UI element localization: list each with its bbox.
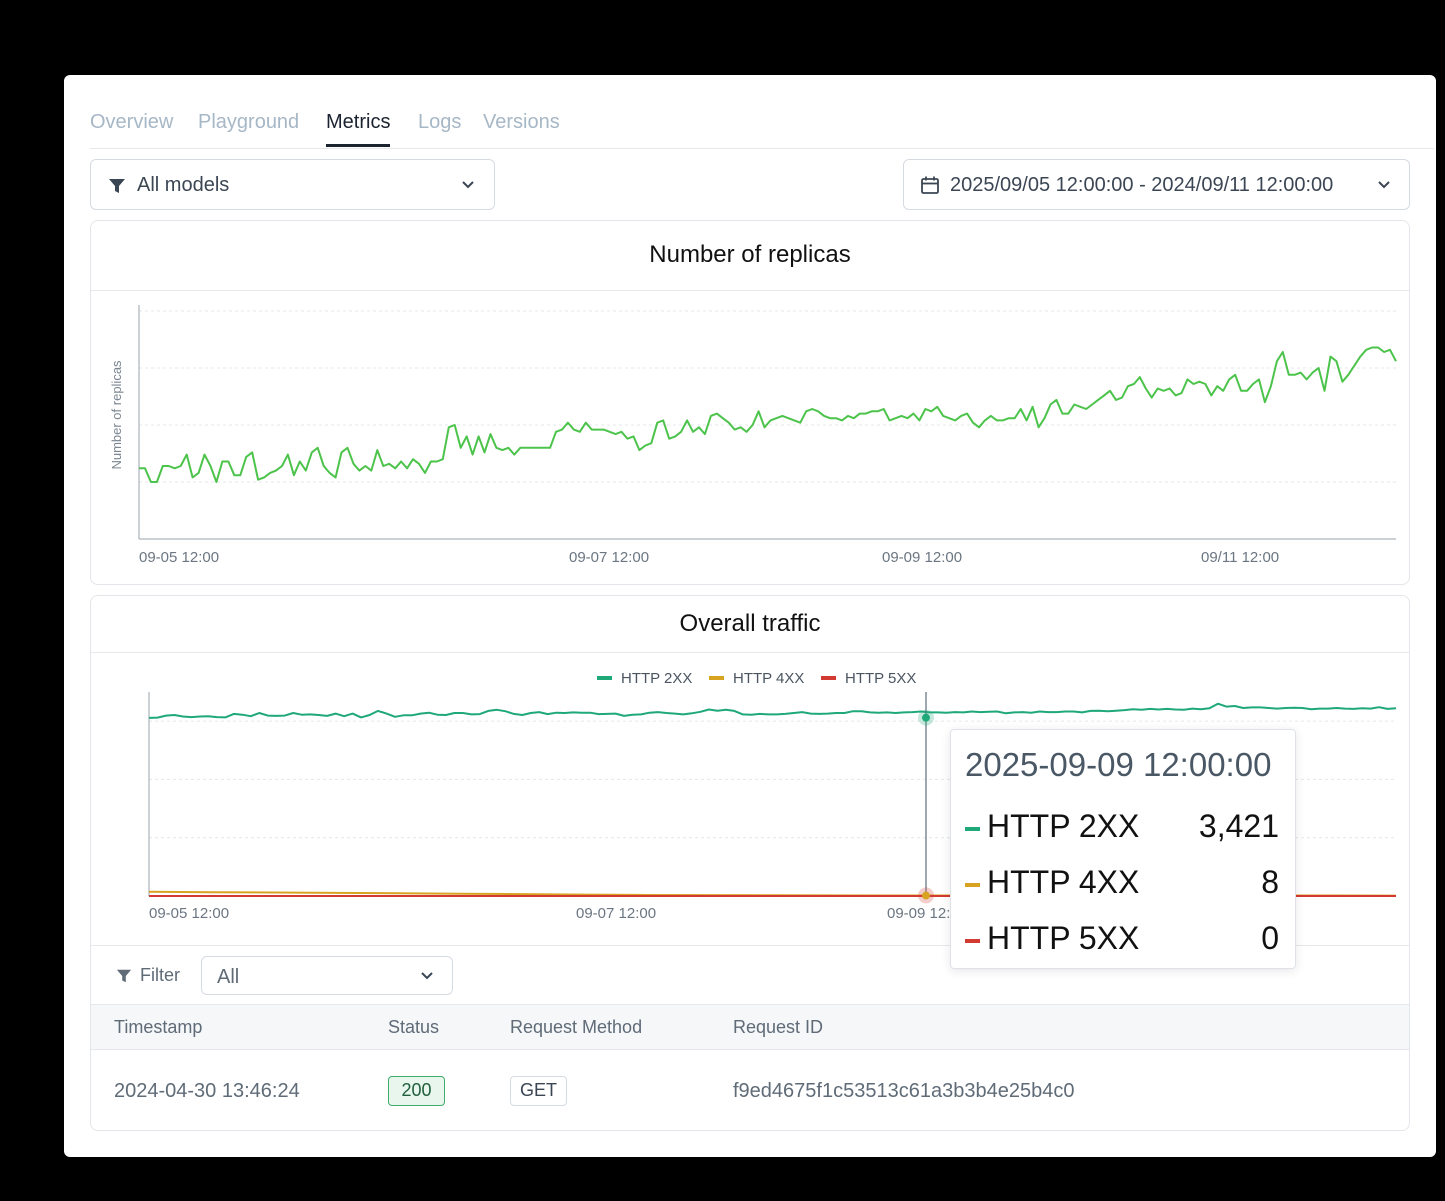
- tooltip-series-value: 0: [1261, 920, 1279, 956]
- log-filter-select[interactable]: All: [201, 956, 453, 995]
- chevron-down-icon: [1378, 181, 1390, 189]
- traffic-panel-title: Overall traffic: [679, 610, 821, 637]
- replicas-series-line: [139, 346, 1397, 483]
- calendar-icon: [921, 176, 939, 194]
- filter-icon: [116, 969, 132, 983]
- legend-swatch: [709, 675, 724, 680]
- tooltip-row-http4xx: HTTP 4XX 8: [965, 864, 1279, 904]
- x-tick-label: 09-05 12:00: [149, 905, 229, 922]
- log-filter-value: All: [217, 966, 240, 988]
- row-timestamp: 2024-04-30 13:46:24: [114, 1080, 300, 1102]
- tooltip-series-value: 3,421: [1198, 808, 1279, 844]
- legend-item-http4xx[interactable]: HTTP 4XX: [709, 670, 804, 687]
- status-badge: 200: [388, 1076, 445, 1106]
- legend-swatch: [821, 675, 836, 680]
- tooltip-row-http2xx: HTTP 2XX 3,421: [965, 808, 1279, 848]
- column-header-request-method[interactable]: Request Method: [510, 1017, 643, 1037]
- tooltip-row-http5xx: HTTP 5XX 0: [965, 920, 1279, 960]
- chevron-down-icon: [462, 181, 474, 189]
- traffic-tooltip: 2025-09-09 12:00:00 HTTP 2XX 3,421 HTTP …: [950, 729, 1296, 969]
- log-filter-label: Filter: [140, 965, 180, 985]
- tab-overview[interactable]: Overview: [90, 111, 174, 133]
- divider: [91, 290, 1409, 291]
- chevron-down-icon: [421, 972, 433, 980]
- tab-versions[interactable]: Versions: [483, 111, 560, 133]
- table-header: Timestamp Status Request Method Request …: [91, 1004, 1409, 1050]
- legend-label: HTTP 5XX: [845, 670, 917, 687]
- metrics-card: Overview Playground Metrics Logs Version…: [64, 75, 1436, 1157]
- filter-icon: [109, 179, 125, 193]
- tooltip-series-value: 8: [1261, 864, 1279, 900]
- model-filter-value: All models: [137, 174, 230, 196]
- replicas-panel-title: Number of replicas: [649, 241, 851, 268]
- x-tick-label: 09-07 12:00: [576, 905, 656, 922]
- tab-playground[interactable]: Playground: [198, 111, 300, 133]
- tab-bar: Overview Playground Metrics Logs Version…: [90, 75, 1434, 149]
- divider: [91, 652, 1409, 653]
- date-range-value: 2025/09/05 12:00:00 - 2024/09/11 12:00:0…: [950, 174, 1334, 196]
- x-tick-label: 09-05 12:00: [139, 549, 219, 566]
- tooltip-swatch: [965, 883, 980, 887]
- x-tick-label: 09-09 12:00: [882, 549, 962, 566]
- legend-label: HTTP 2XX: [621, 670, 693, 687]
- traffic-legend: HTTP 2XX HTTP 4XX HTTP 5XX: [91, 670, 1409, 690]
- replicas-chart: 09-05 12:00 09-07 12:00 09-09 12:00 09/11 1…: [109, 305, 1397, 566]
- date-range-select[interactable]: 2025/09/05 12:00:00 - 2024/09/11 12:00:0…: [903, 159, 1410, 210]
- tooltip-series-name: HTTP 5XX: [987, 920, 1140, 956]
- traffic-series-line-http2xx: [148, 702, 1397, 719]
- row-request-id: f9ed4675f1c53513c61a3b3b4e25b4c0: [733, 1080, 1075, 1102]
- x-tick-label: 09-09 12:00: [887, 905, 967, 922]
- tooltip-series-name: HTTP 4XX: [987, 864, 1140, 900]
- legend-swatch: [597, 675, 612, 680]
- hover-point-http2xx: [922, 713, 930, 722]
- column-header-status[interactable]: Status: [388, 1017, 440, 1037]
- replicas-panel: Number of replicas 09-05 12:00 09-07 12:0…: [90, 220, 1410, 585]
- column-header-timestamp[interactable]: Timestamp: [114, 1017, 203, 1037]
- x-tick-label: 09-07 12:00: [569, 549, 649, 566]
- tab-logs[interactable]: Logs: [418, 111, 462, 133]
- legend-label: HTTP 4XX: [733, 670, 805, 687]
- x-tick-label: 09/11 12:00: [1201, 549, 1279, 566]
- tooltip-title: 2025-09-09 12:00:00: [965, 746, 1272, 783]
- divider: [91, 945, 1409, 946]
- method-badge: GET: [510, 1076, 567, 1106]
- tab-metrics[interactable]: Metrics: [326, 111, 391, 147]
- column-header-request-id[interactable]: Request ID: [733, 1017, 824, 1037]
- y-axis-label: Number of replicas: [109, 360, 124, 470]
- tooltip-swatch: [965, 939, 980, 943]
- model-filter-select[interactable]: All models: [90, 159, 495, 210]
- legend-item-http5xx[interactable]: HTTP 5XX: [821, 670, 916, 687]
- tooltip-swatch: [965, 827, 980, 831]
- hover-point-http4xx: [922, 891, 930, 900]
- legend-item-http2xx[interactable]: HTTP 2XX: [597, 670, 692, 687]
- tooltip-series-name: HTTP 2XX: [987, 808, 1140, 844]
